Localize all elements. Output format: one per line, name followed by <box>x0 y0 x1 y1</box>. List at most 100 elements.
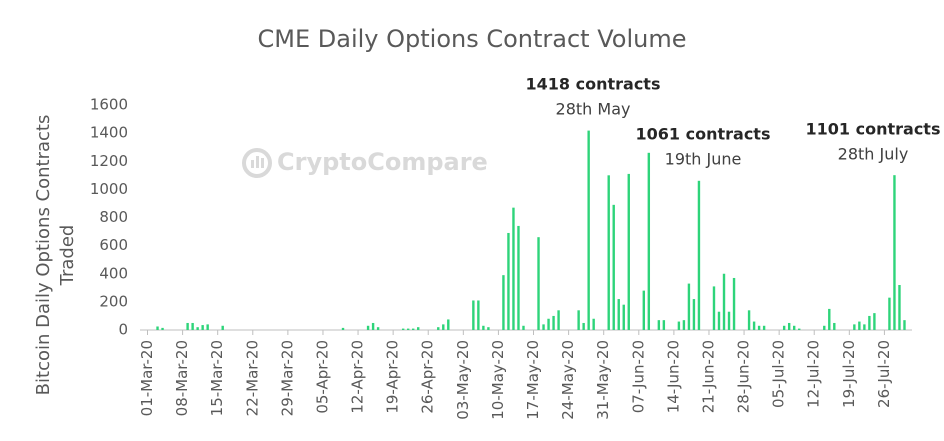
bar <box>341 327 345 330</box>
bar <box>717 311 721 330</box>
bar <box>156 326 159 330</box>
bar <box>417 327 420 330</box>
bar <box>657 320 661 330</box>
x-tick-label: 03-May-20 <box>454 340 472 420</box>
bar <box>487 327 490 330</box>
y-tick-label: 0 <box>118 321 128 339</box>
x-tick-label: 10-May-20 <box>489 340 507 420</box>
bar <box>647 152 651 330</box>
x-tick-label: 28-Jun-20 <box>735 340 753 413</box>
bar <box>898 285 901 330</box>
y-tick-label: 200 <box>99 292 128 310</box>
y-tick-label: 400 <box>99 264 128 282</box>
bar <box>206 324 209 330</box>
bar <box>201 325 204 330</box>
x-tick-label: 07-Jun-20 <box>629 340 647 413</box>
bar <box>221 325 224 330</box>
bar <box>853 324 856 330</box>
x-tick-label: 05-Apr-20 <box>313 340 331 414</box>
bar <box>477 300 480 330</box>
bar <box>873 313 876 330</box>
bar <box>798 328 801 330</box>
bar <box>522 325 525 330</box>
bar <box>366 325 370 330</box>
bar <box>191 322 194 330</box>
x-tick-label: 08-Mar-20 <box>173 340 191 416</box>
bar <box>858 321 861 330</box>
y-tick-label: 600 <box>99 236 128 254</box>
x-tick-label: 24-May-20 <box>559 340 577 420</box>
bar <box>517 225 520 330</box>
y-tick-label: 1600 <box>90 96 128 114</box>
x-tick-label: 21-Jun-20 <box>699 340 717 413</box>
bar <box>542 324 545 330</box>
bar <box>447 319 450 330</box>
x-tick-label: 12-Apr-20 <box>349 340 367 414</box>
x-tick-label: 29-Mar-20 <box>278 340 296 416</box>
y-axis-label: Traded <box>57 225 78 287</box>
bar <box>401 328 405 330</box>
bar <box>622 304 625 330</box>
watermark-logo <box>242 148 272 178</box>
annotation-date: 28th July <box>838 145 909 164</box>
bar <box>411 328 415 330</box>
annotation-date: 19th June <box>665 150 742 169</box>
watermark: CryptoCompare <box>277 148 488 176</box>
bar <box>833 322 836 330</box>
bar <box>697 180 701 330</box>
x-tick-label: 15-Mar-20 <box>208 340 226 416</box>
bar <box>642 290 646 330</box>
annotation-date: 28th May <box>556 100 631 119</box>
bar <box>442 324 445 330</box>
y-tick-label: 1400 <box>90 124 128 142</box>
bar <box>757 325 761 330</box>
bar <box>752 321 756 330</box>
y-axis-label: Bitcoin Daily Options Contracts <box>33 115 54 396</box>
bar <box>732 277 736 330</box>
bar <box>823 325 826 330</box>
y-tick-label: 800 <box>99 208 128 226</box>
annotation-title: 1061 contracts <box>636 125 771 144</box>
bar <box>677 321 681 330</box>
bar <box>502 275 505 330</box>
bar <box>582 322 585 330</box>
bar <box>547 318 550 330</box>
bar <box>186 322 189 330</box>
bar <box>537 237 540 330</box>
bar <box>662 320 666 330</box>
x-tick-label: 12-Jul-20 <box>805 340 823 408</box>
x-tick-label: 01-Mar-20 <box>138 340 156 416</box>
bar <box>828 308 831 330</box>
bar <box>472 300 475 330</box>
annotation-title: 1101 contracts <box>806 120 941 139</box>
bar <box>406 328 410 330</box>
chart-title: CME Daily Options Contract Volume <box>258 25 687 53</box>
x-tick-label: 17-May-20 <box>524 340 542 420</box>
bar <box>607 175 610 330</box>
bar <box>557 310 560 330</box>
bar <box>712 286 716 330</box>
x-tick-label: 19-Apr-20 <box>384 340 402 414</box>
x-tick-label: 31-May-20 <box>594 340 612 420</box>
bar <box>512 207 515 330</box>
x-tick-label: 26-Jul-20 <box>875 340 893 408</box>
bar <box>587 130 590 330</box>
x-tick-label: 19-Jul-20 <box>840 340 858 408</box>
bar <box>612 204 615 330</box>
bar <box>722 273 726 330</box>
bar <box>727 311 731 330</box>
bar <box>792 325 796 330</box>
bar <box>376 327 380 330</box>
bar <box>888 297 891 330</box>
bar <box>863 324 866 330</box>
x-tick-label: 14-Jun-20 <box>664 340 682 413</box>
bar <box>437 327 440 330</box>
bar <box>903 320 906 330</box>
bar <box>627 173 630 330</box>
y-tick-label: 1200 <box>90 152 128 170</box>
x-tick-label: 22-Mar-20 <box>243 340 261 416</box>
bar <box>893 175 896 330</box>
bar <box>682 320 686 330</box>
bar <box>196 327 199 330</box>
